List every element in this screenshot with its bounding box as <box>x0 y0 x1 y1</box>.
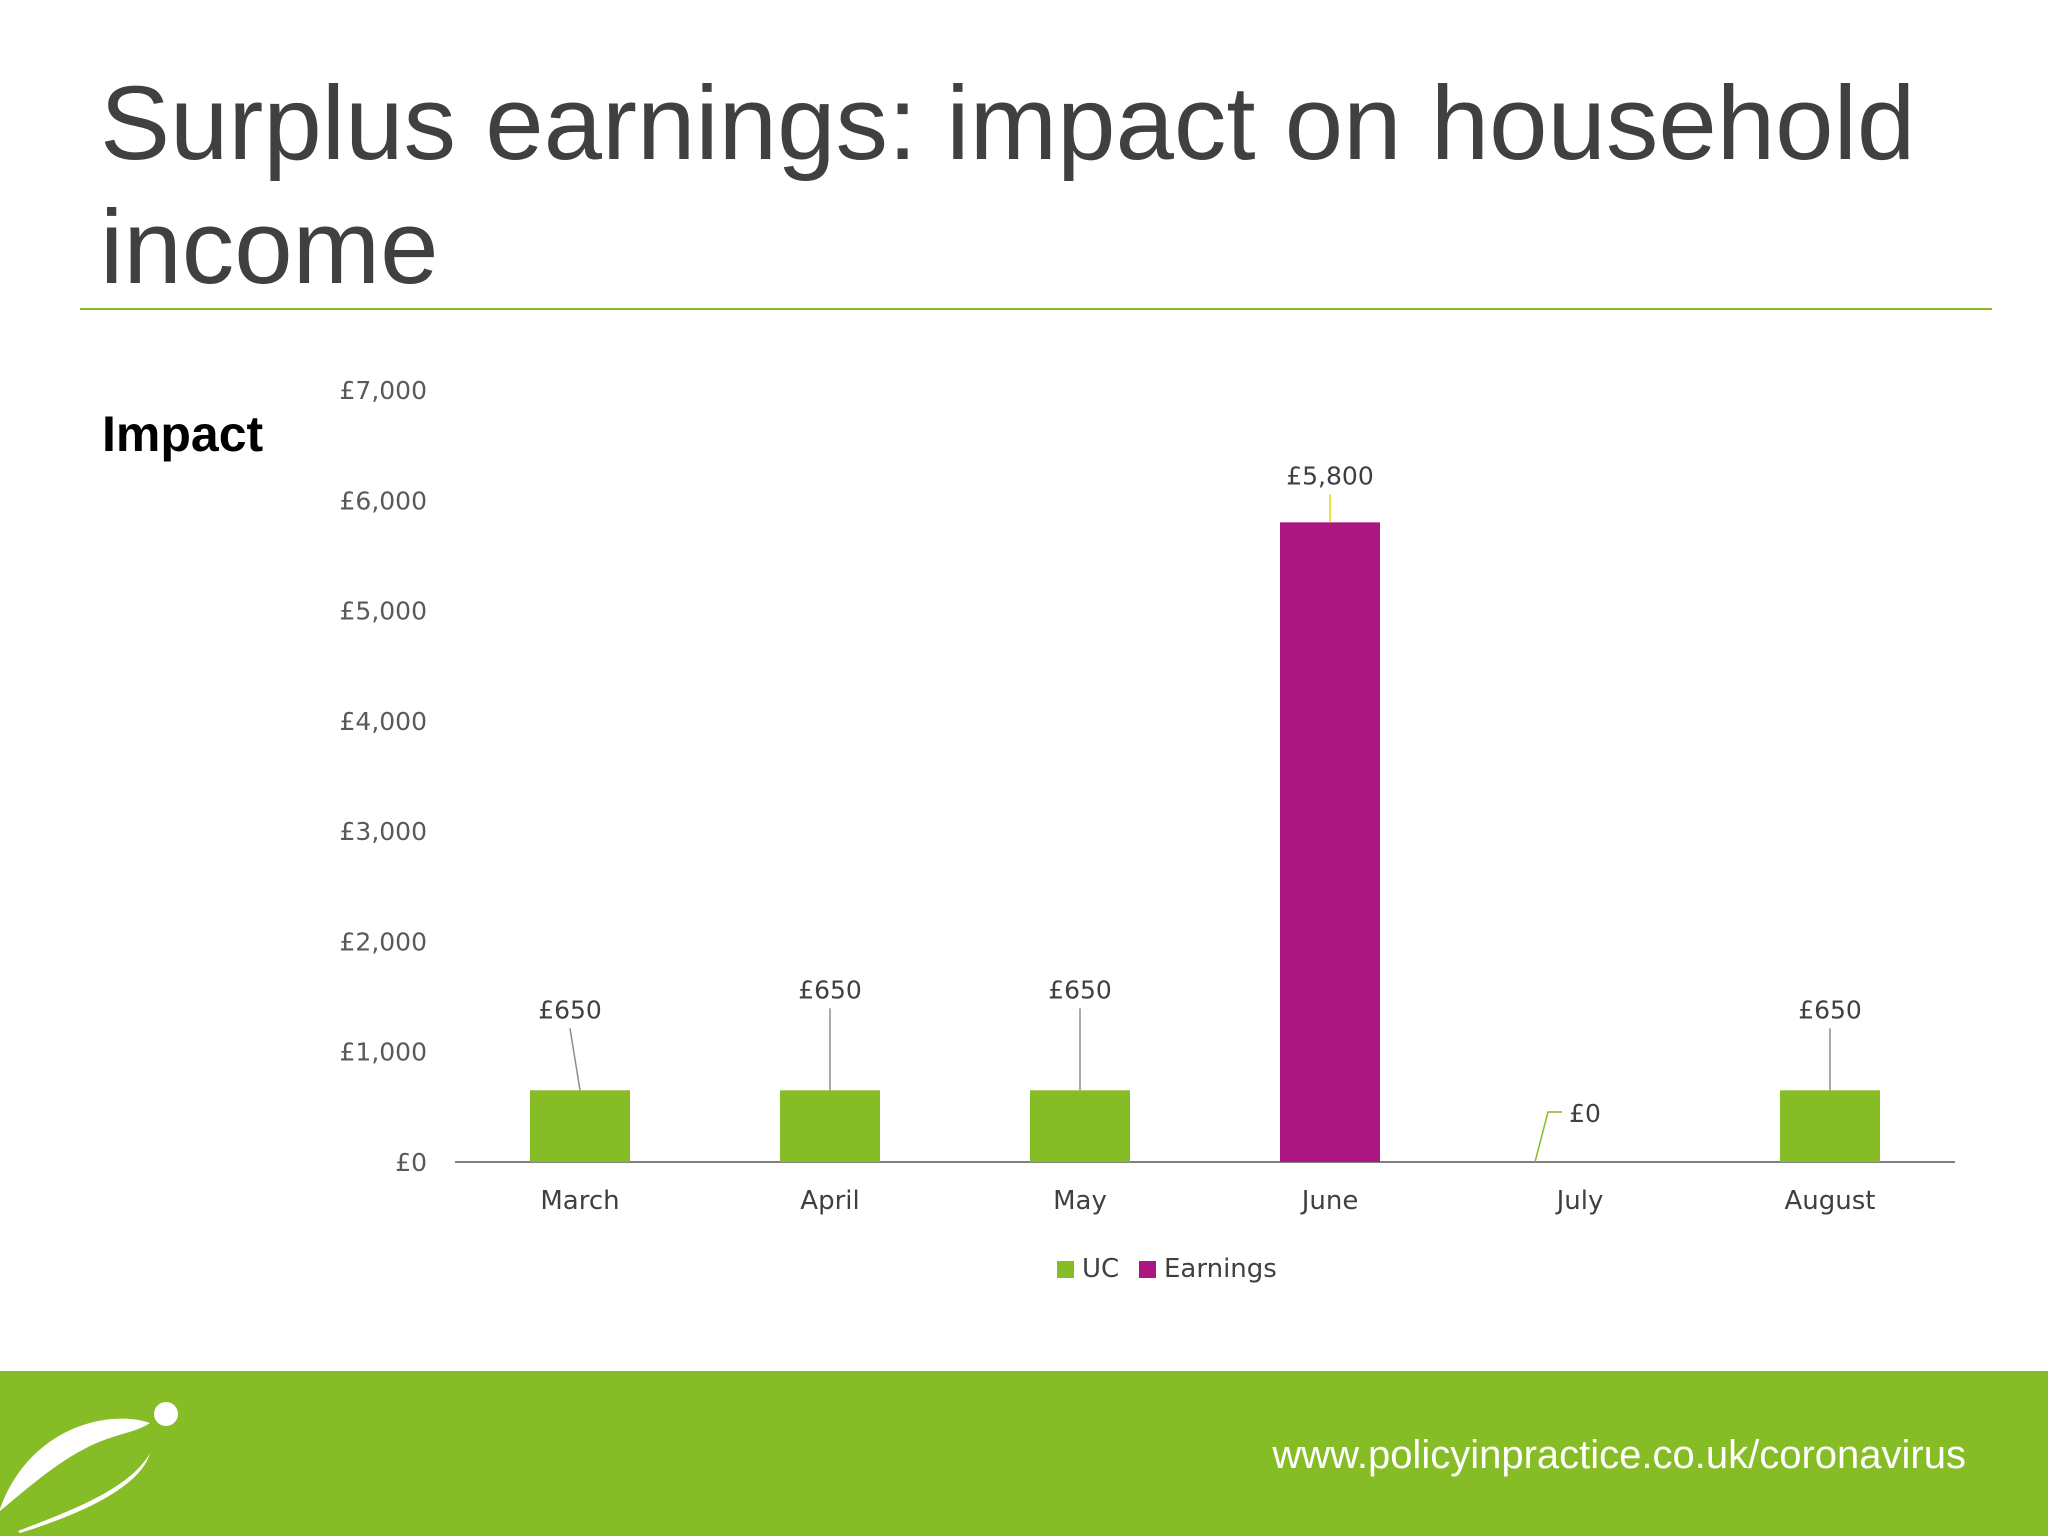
data-label-march: £650 <box>538 995 602 1024</box>
x-tick-label: July <box>1555 1186 1604 1216</box>
legend-label-earnings: Earnings <box>1164 1254 1277 1284</box>
y-tick-label: £1,000 <box>340 1038 427 1067</box>
chart-container: £0 £1,000 £2,000 £3,000 £4,000 £5,000 £6,000 £7… <box>300 350 2000 1310</box>
x-tick-label: March <box>540 1186 619 1216</box>
data-label-may: £650 <box>1048 975 1112 1004</box>
y-tick-label: £7,000 <box>340 376 427 405</box>
logo-icon <box>0 1402 178 1533</box>
y-tick-label: £2,000 <box>340 927 427 956</box>
bar-august <box>1780 1090 1880 1162</box>
data-label-august: £650 <box>1798 995 1862 1024</box>
title-divider <box>80 308 1992 310</box>
bar-june <box>1280 522 1380 1162</box>
y-tick-label: £5,000 <box>340 597 427 626</box>
x-tick-label: May <box>1053 1186 1107 1216</box>
legend-label-uc: UC <box>1082 1254 1119 1284</box>
x-tick-label: April <box>800 1186 859 1216</box>
y-tick-label: £3,000 <box>340 817 427 846</box>
legend-swatch-uc <box>1057 1261 1074 1278</box>
footer-url[interactable]: www.policyinpractice.co.uk/coronavirus <box>1272 1433 1966 1477</box>
slide-title: Surplus earnings: impact on household in… <box>100 65 1916 306</box>
data-label-june: £5,800 <box>1286 461 1373 490</box>
data-label-july: £0 <box>1569 1099 1601 1128</box>
legend-swatch-earnings <box>1139 1261 1156 1278</box>
data-label-april: £650 <box>798 975 862 1004</box>
y-tick-label: £0 <box>395 1148 427 1177</box>
y-tick-label: £6,000 <box>340 486 427 515</box>
data-label-leader <box>569 1028 581 1091</box>
bar-chart: £0 £1,000 £2,000 £3,000 £4,000 £5,000 £6,000 £7… <box>340 376 1955 1284</box>
bar-may <box>1030 1090 1130 1162</box>
data-label-leader <box>1534 1111 1562 1163</box>
y-tick-label: £4,000 <box>340 707 427 736</box>
footer-bar: www.policyinpractice.co.uk/coronavirus <box>0 1371 2048 1536</box>
bar-april <box>780 1090 880 1162</box>
bar-march <box>530 1090 630 1162</box>
x-tick-label: June <box>1300 1186 1359 1216</box>
x-tick-label: August <box>1785 1186 1876 1216</box>
side-label: Impact <box>102 406 264 462</box>
